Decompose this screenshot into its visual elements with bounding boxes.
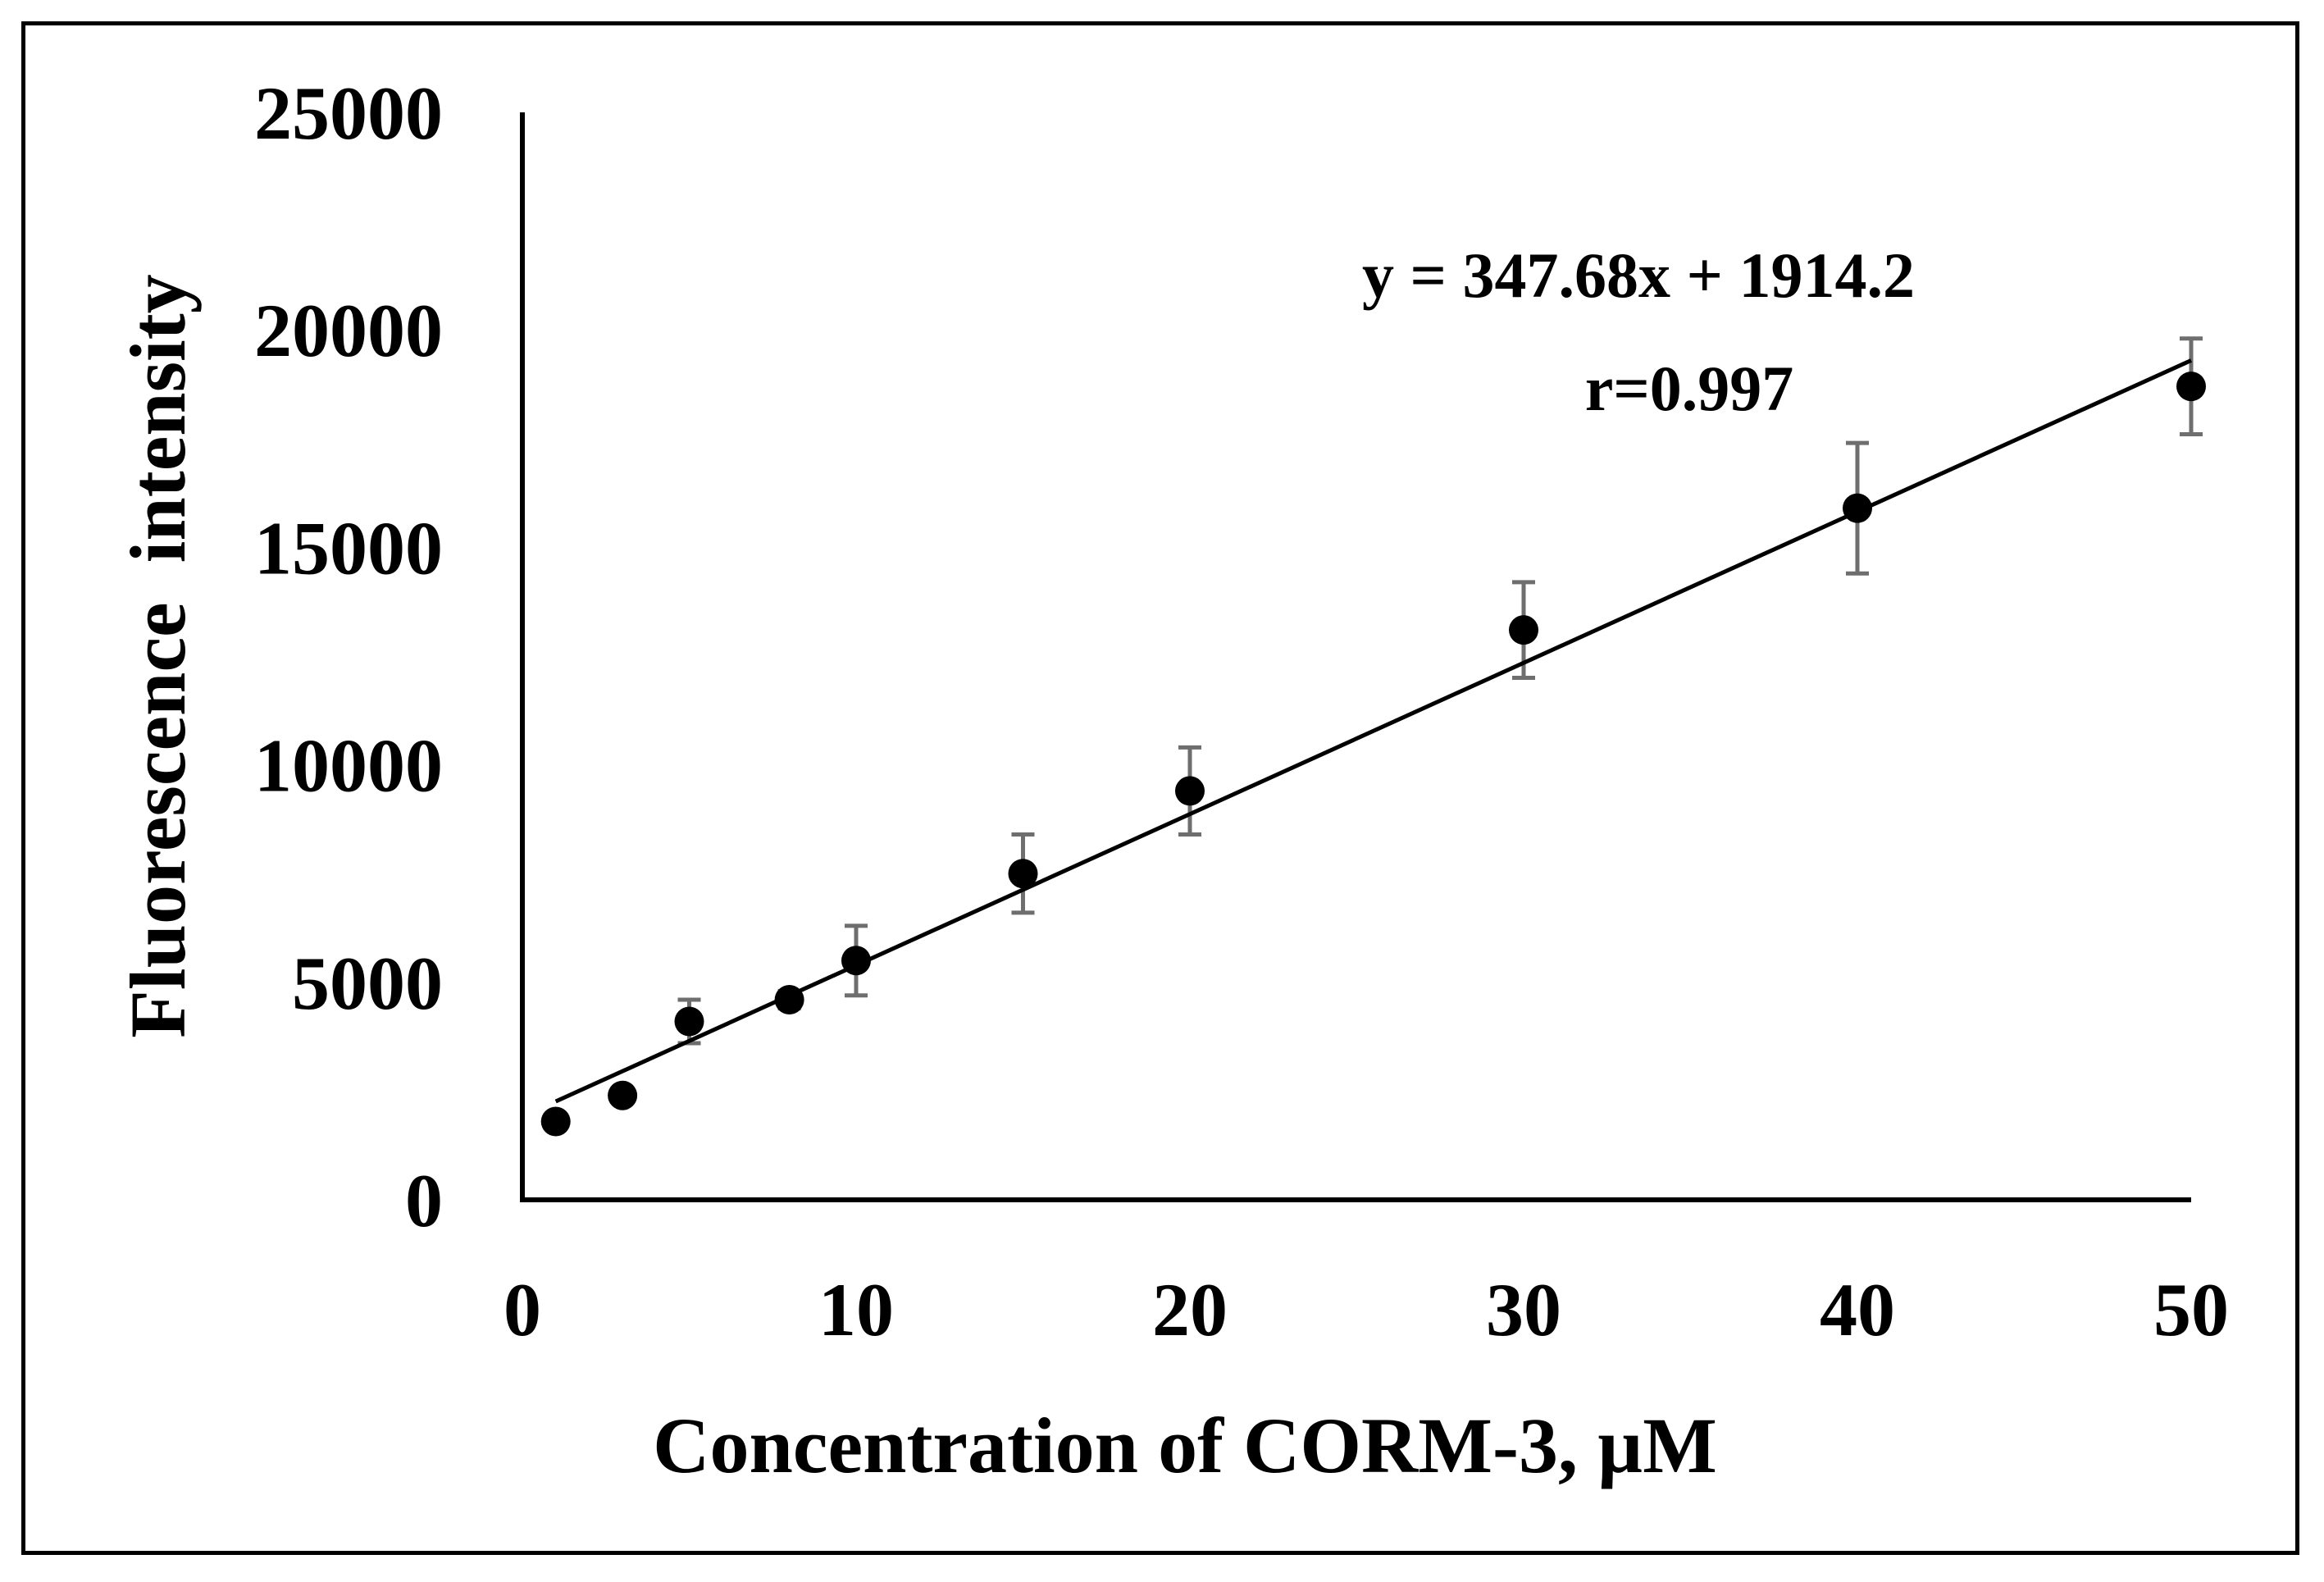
fit-equation: y = 347.68x + 1914.2 (1362, 239, 1915, 311)
data-point (1509, 615, 1538, 645)
y-tick-labels: 0 5000 10000 15000 20000 25000 (254, 71, 443, 1242)
error-bars (677, 336, 2203, 1046)
x-tick-label: 50 (2153, 1268, 2229, 1352)
data-point (841, 946, 871, 976)
regression-line (554, 358, 2193, 1104)
x-axis-title: Concentration of CORM-3, µM (653, 1402, 1717, 1489)
y-tick-label: 5000 (292, 941, 443, 1025)
data-points (540, 372, 2206, 1137)
figure-frame (21, 21, 2299, 1555)
data-point (1843, 493, 1872, 523)
data-point (608, 1080, 638, 1110)
y-tick-label: 10000 (254, 724, 443, 808)
y-tick-label: 25000 (254, 71, 443, 155)
data-point (1008, 859, 1038, 889)
data-point (674, 1006, 704, 1037)
data-point (540, 1106, 571, 1137)
x-tick-label: 20 (1152, 1268, 1228, 1352)
data-point (2176, 372, 2206, 402)
y-tick-label: 20000 (254, 289, 443, 372)
x-tick-label: 30 (1486, 1268, 1561, 1352)
x-tick-label: 0 (504, 1268, 541, 1352)
x-tick-label: 40 (1820, 1268, 1895, 1352)
x-tick-labels: 0 10 20 30 40 50 (504, 1268, 2229, 1352)
x-tick-label: 10 (818, 1268, 894, 1352)
y-tick-label: 15000 (254, 506, 443, 590)
correlation-coefficient: r=0.997 (1585, 353, 1794, 424)
data-point (1175, 776, 1205, 806)
data-point (774, 985, 804, 1015)
y-tick-label: 0 (405, 1159, 443, 1242)
y-axis-title: Fluorescence intensity (114, 274, 202, 1037)
